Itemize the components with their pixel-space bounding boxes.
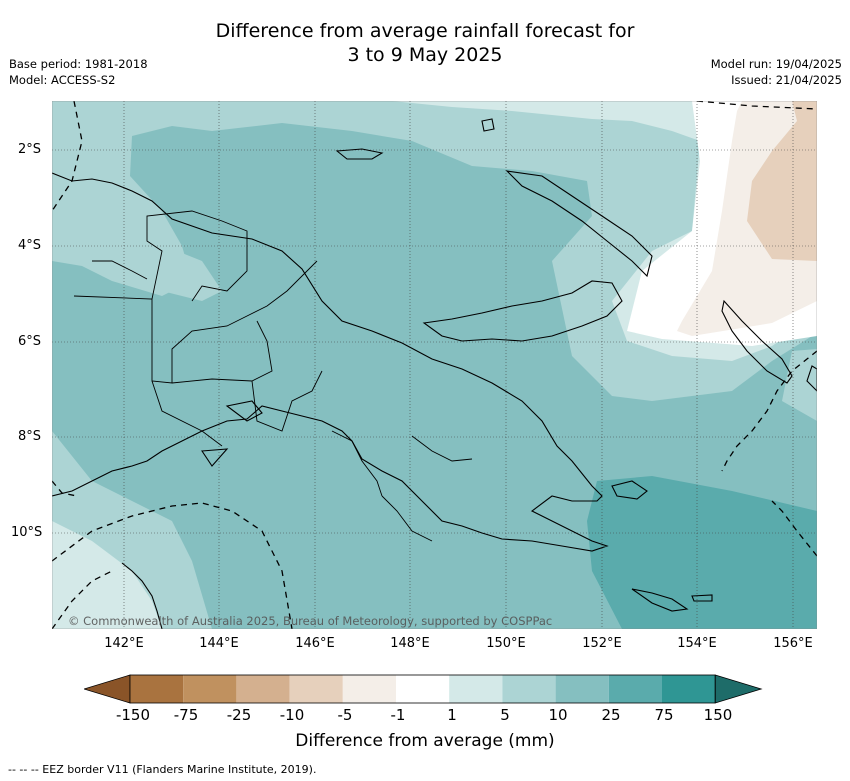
x-tick-148: 148°E [390,636,430,651]
colorbar-outline [129,674,716,704]
base-period-text: Base period: 1981-2018 [9,57,148,71]
map-title-line1: Difference from average rainfall forecas… [215,20,635,42]
y-tick-8s: 8°S [18,429,42,444]
model-run-text: Model run: 19/04/2025 [710,57,842,71]
colorbar-segment [449,675,503,703]
rain-band-5-10-inland [92,241,222,301]
colorbar-arrow-low [82,674,131,704]
meta-left: Base period: 1981-2018 Model: ACCESS-S2 [9,56,148,88]
model-text: Model: ACCESS-S2 [9,73,116,87]
x-tick-150: 150°E [486,636,526,651]
eez-footnote: -- -- -- EEZ border V11 (Flanders Marine… [8,763,317,776]
colorbar-arrow-high [714,674,763,704]
colorbar-segment [502,675,556,703]
map-panel [51,100,818,630]
colorbar-segment [130,675,184,703]
issued-text: Issued: 21/04/2025 [731,73,842,87]
colorbar-label: Difference from average (mm) [295,731,555,751]
cb-tick: -25 [226,706,252,724]
cb-tick: 10 [548,706,568,724]
y-tick-2s: 2°S [18,142,42,157]
x-tick-144: 144°E [199,636,239,651]
rain-band-25-75 [587,476,817,629]
cb-tick: 5 [500,706,510,724]
cb-tick: -75 [173,706,199,724]
cb-tick: 1 [447,706,457,724]
x-tick-152: 152°E [582,636,622,651]
y-tick-10s: 10°S [11,525,43,540]
colorbar-svg [82,674,763,704]
map-title-line2: 3 to 9 May 2025 [347,44,503,66]
x-tick-146: 146°E [295,636,335,651]
cb-tick: -1 [390,706,406,724]
colorbar-segment [662,675,716,703]
colorbar-segment [608,675,662,703]
rainfall-map [51,100,818,630]
rain-band-1-5-south [52,521,162,629]
x-tick-156: 156°E [773,636,813,651]
x-tick-142: 142°E [104,636,144,651]
y-tick-6s: 6°S [18,334,42,349]
rain-band-minus5-10 [747,101,817,261]
colorbar-segment [183,675,237,703]
cb-tick: 75 [654,706,674,724]
colorbar-segment [396,675,450,703]
rain-band-5-10-east [782,349,817,421]
cb-tick: -5 [337,706,353,724]
colorbar [82,674,768,704]
x-tick-154: 154°E [677,636,717,651]
colorbar-segment [236,675,290,703]
meta-right: Model run: 19/04/2025 Issued: 21/04/2025 [711,56,842,88]
colorbar-segment [289,675,343,703]
cb-tick: 150 [703,706,733,724]
colorbar-segment [342,675,396,703]
colorbar-segment [555,675,609,703]
cb-tick: -10 [279,706,305,724]
cb-tick: -150 [115,706,151,724]
y-tick-4s: 4°S [18,238,42,253]
cb-tick: 25 [601,706,621,724]
copyright-text: © Commonwealth of Australia 2025, Bureau… [68,614,553,628]
